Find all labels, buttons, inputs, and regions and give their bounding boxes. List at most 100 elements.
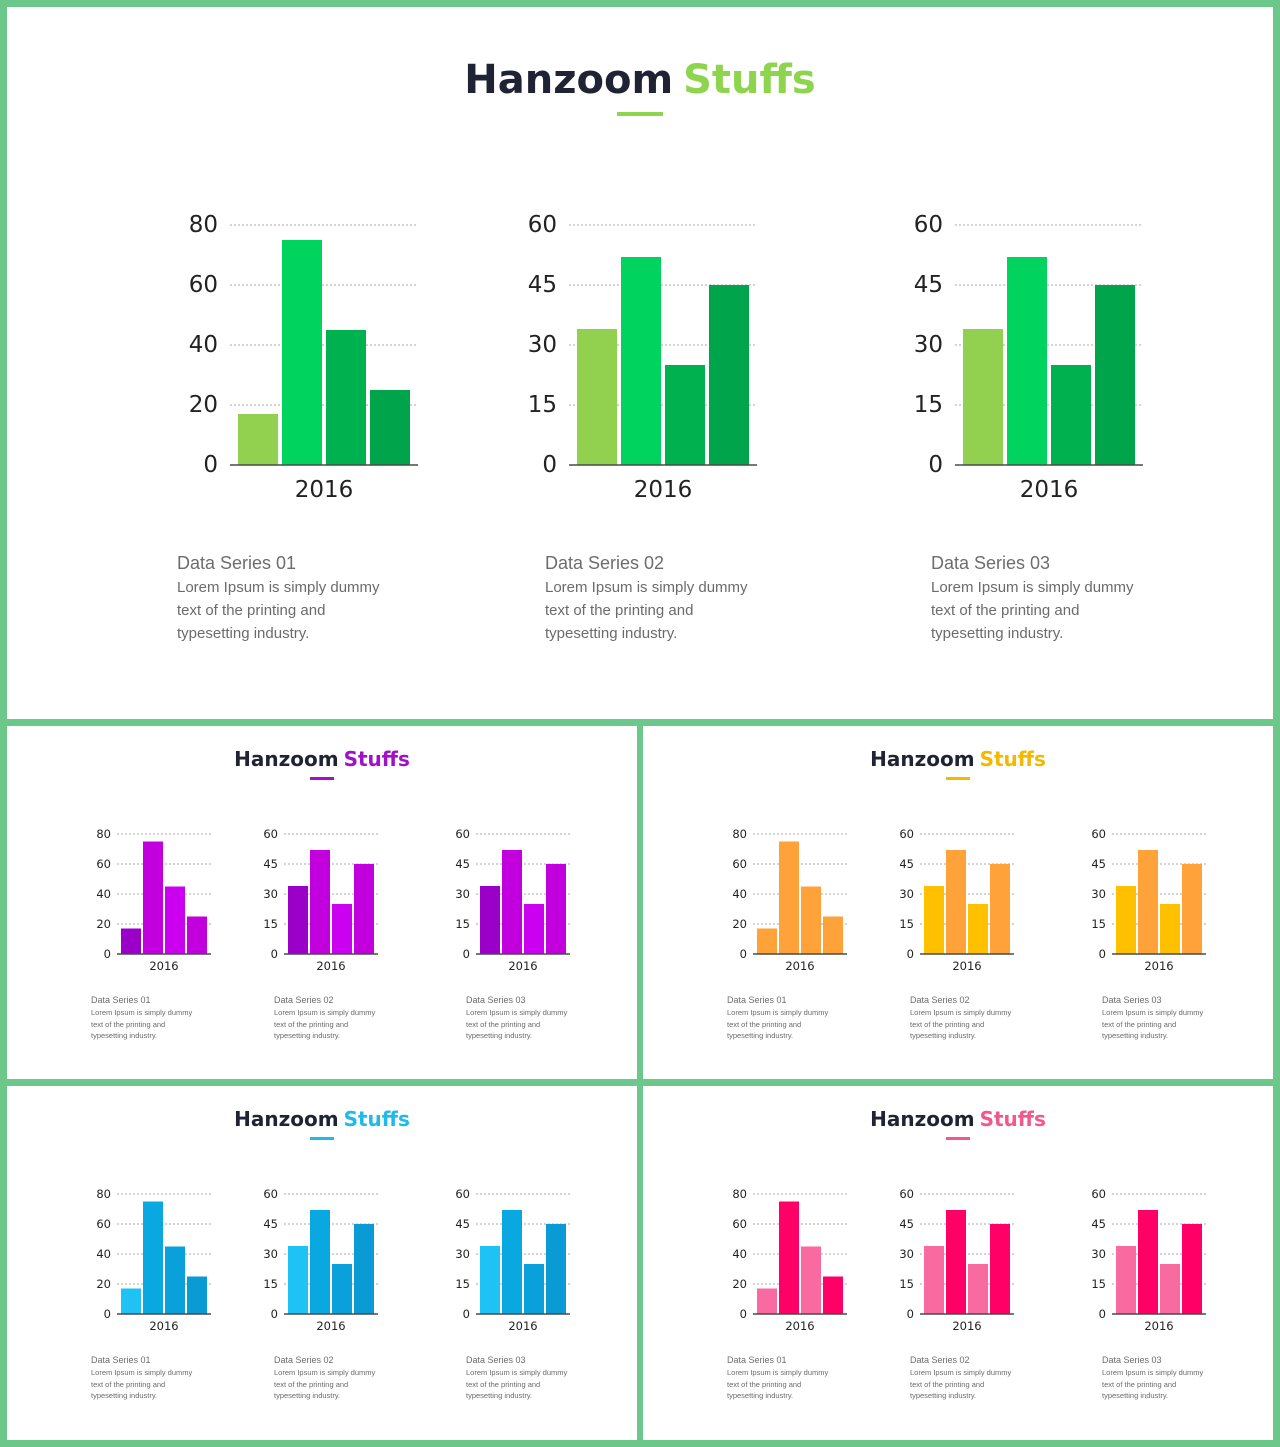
bar <box>524 1264 544 1314</box>
bar <box>990 1224 1010 1314</box>
series-description-02: Data Series 02 Lorem Ipsum is simply dumm… <box>910 1354 1040 1402</box>
y-tick-label: 30 <box>899 887 914 901</box>
series-text-line: Lorem Ipsum is simply dummy <box>931 579 1134 596</box>
y-tick-label: 0 <box>907 1307 914 1321</box>
series-text-line: Lorem Ipsum is simply dummy <box>545 579 748 596</box>
bar <box>1051 365 1091 465</box>
title-underline <box>310 777 334 780</box>
y-tick-label: 45 <box>455 857 470 871</box>
bar <box>546 1224 566 1314</box>
x-tick-label: 2016 <box>316 959 345 973</box>
y-tick-label: 60 <box>732 1217 747 1231</box>
title-word-2: Stuffs <box>343 1107 410 1131</box>
y-tick-label: 45 <box>528 272 557 298</box>
series-title: Data Series 02 <box>545 553 665 573</box>
series-text-line: typesetting industry. <box>274 1391 341 1400</box>
bar <box>801 886 821 954</box>
title-word-2: Stuffs <box>979 747 1046 771</box>
bar <box>1138 1210 1158 1314</box>
series-text-line: typesetting industry. <box>545 625 678 642</box>
x-tick-label: 2016 <box>1020 477 1079 503</box>
series-text-line: typesetting industry. <box>1102 1391 1169 1400</box>
title-word-1: Hanzoom <box>870 747 975 771</box>
y-tick-label: 0 <box>1099 1307 1106 1321</box>
y-tick-label: 30 <box>1091 887 1106 901</box>
y-tick-label: 60 <box>455 827 470 841</box>
y-tick-label: 40 <box>732 1247 747 1261</box>
slide-title: Hanzoom Stuffs <box>643 747 1273 771</box>
y-tick-label: 15 <box>914 392 943 418</box>
y-tick-label: 60 <box>96 1217 111 1231</box>
title-underline <box>310 1137 334 1140</box>
bar-chart-03: 0 15 30 45 60 2016 <box>1091 827 1206 973</box>
y-tick-label: 60 <box>1091 827 1106 841</box>
series-text-line: text of the printing and <box>177 602 326 619</box>
y-tick-label: 40 <box>96 1247 111 1261</box>
y-tick-label: 0 <box>271 1307 278 1321</box>
bar <box>288 886 308 954</box>
title-word-2: Stuffs <box>343 747 410 771</box>
bar <box>757 1288 777 1314</box>
y-tick-label: 30 <box>899 1247 914 1261</box>
series-title: Data Series 01 <box>727 995 787 1005</box>
series-title: Data Series 02 <box>910 1355 970 1365</box>
x-tick-label: 2016 <box>149 959 178 973</box>
y-tick-label: 40 <box>732 887 747 901</box>
bar-chart-01: 0 20 40 60 80 2016 <box>96 827 211 973</box>
y-tick-label: 0 <box>740 947 747 961</box>
bar-chart-03: 0 15 30 45 60 2016 <box>914 212 1143 503</box>
series-text-line: text of the printing and <box>466 1379 541 1389</box>
series-description-03: Data Series 03 Lorem Ipsum is simply dumm… <box>931 550 1191 645</box>
y-tick-label: 80 <box>96 1187 111 1201</box>
y-tick-label: 0 <box>104 1307 111 1321</box>
y-tick-label: 30 <box>528 332 557 358</box>
series-title: Data Series 01 <box>91 995 151 1005</box>
x-tick-label: 2016 <box>952 959 981 973</box>
y-tick-label: 0 <box>271 947 278 961</box>
series-title: Data Series 02 <box>274 995 334 1005</box>
bar-chart-01: 0 20 40 60 80 2016 <box>96 1187 211 1333</box>
series-text-line: Lorem Ipsum is simply dummy <box>274 1368 376 1377</box>
series-description-01: Data Series 01 Lorem Ipsum is simply dumm… <box>727 994 857 1042</box>
series-description-02: Data Series 02 Lorem Ipsum is simply dumm… <box>274 1354 404 1402</box>
bar-chart-02: 0 15 30 45 60 2016 <box>899 827 1014 973</box>
bar <box>370 390 410 465</box>
series-title: Data Series 02 <box>274 1355 334 1365</box>
y-tick-label: 20 <box>189 392 218 418</box>
series-text-line: Lorem Ipsum is simply dummy <box>1102 1368 1204 1377</box>
x-tick-label: 2016 <box>785 959 814 973</box>
series-description-03: Data Series 03 Lorem Ipsum is simply dumm… <box>466 1354 596 1402</box>
bar-chart-03: 0 15 30 45 60 2016 <box>455 827 570 973</box>
bar <box>187 1276 207 1314</box>
series-title: Data Series 03 <box>1102 1355 1162 1365</box>
bar <box>1007 257 1047 465</box>
series-text-line: typesetting industry. <box>466 1391 533 1400</box>
bar <box>1160 904 1180 954</box>
bar <box>238 414 278 465</box>
x-tick-label: 2016 <box>316 1319 345 1333</box>
bar <box>480 1246 500 1314</box>
slide-green-large: Hanzoom Stuffs 0 20 40 60 80 2016 0 15 30 45 60 201… <box>7 7 1273 719</box>
y-tick-label: 60 <box>899 827 914 841</box>
y-tick-label: 15 <box>1091 917 1106 931</box>
title-word-2: Stuffs <box>683 57 816 103</box>
y-tick-label: 45 <box>1091 1217 1106 1231</box>
series-description-03: Data Series 03 Lorem Ipsum is simply dumm… <box>1102 1354 1232 1402</box>
bar <box>354 1224 374 1314</box>
y-tick-label: 45 <box>914 272 943 298</box>
y-tick-label: 80 <box>732 827 747 841</box>
series-title: Data Series 03 <box>466 995 526 1005</box>
y-tick-label: 30 <box>263 1247 278 1261</box>
y-tick-label: 60 <box>1091 1187 1106 1201</box>
series-text-line: Lorem Ipsum is simply dummy <box>910 1008 1012 1017</box>
bar <box>990 864 1010 954</box>
bar <box>187 916 207 954</box>
series-title: Data Series 03 <box>931 553 1051 573</box>
y-tick-label: 40 <box>189 332 218 358</box>
y-tick-label: 45 <box>899 857 914 871</box>
y-tick-label: 30 <box>455 1247 470 1261</box>
y-tick-label: 15 <box>1091 1277 1106 1291</box>
bar <box>1160 1264 1180 1314</box>
series-description-03: Data Series 03 Lorem Ipsum is simply dumm… <box>466 994 596 1042</box>
series-description-01: Data Series 01 Lorem Ipsum is simply dumm… <box>727 1354 857 1402</box>
